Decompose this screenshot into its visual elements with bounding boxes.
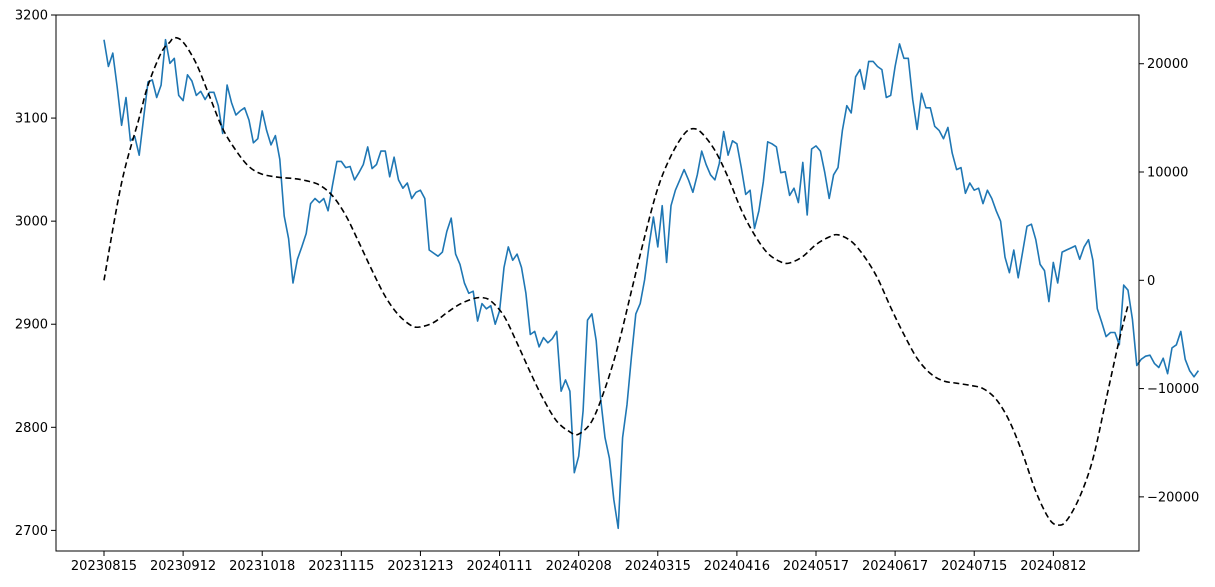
y-tick-label: 3100 [15, 112, 48, 127]
x-tick-label: 20240416 [704, 559, 770, 574]
y-axis-left: 2700 2800 2900 3000 3100 3200 [15, 9, 56, 539]
series-layer [103, 36, 1200, 530]
y2-tick-label: 20000 [1147, 57, 1188, 72]
plot-area [56, 15, 1139, 551]
plot-frame [55, 14, 1140, 552]
x-tick-label: 20231115 [308, 559, 374, 574]
x-tick-label: 20240617 [862, 559, 928, 574]
y-axis-right: −20000 −10000 0 10000 20000 [1139, 57, 1199, 505]
series-line-right-axis [103, 36, 1129, 526]
x-tick-label: 20240715 [941, 559, 1007, 574]
y2-tick-label: 0 [1147, 274, 1155, 289]
x-axis: 20230815 20230912 20231018 20231115 20231213… [71, 551, 1086, 574]
x-tick-label: 20230912 [150, 559, 216, 574]
x-tick-label: 20231018 [229, 559, 295, 574]
y2-tick-label: 10000 [1147, 166, 1188, 181]
y-tick-label: 2900 [15, 318, 48, 333]
x-tick-label: 20240812 [1020, 559, 1086, 574]
y2-tick-label: −10000 [1147, 382, 1199, 397]
x-tick-label: 20230815 [71, 559, 137, 574]
y-tick-label: 2700 [15, 524, 48, 539]
y-tick-label: 3200 [15, 9, 48, 24]
x-tick-label: 20240208 [546, 559, 612, 574]
x-tick-label: 20240315 [625, 559, 691, 574]
y2-tick-label: −20000 [1147, 490, 1199, 505]
y-tick-label: 3000 [15, 215, 48, 230]
series-line-left-axis [103, 38, 1200, 530]
y-tick-label: 2800 [15, 421, 48, 436]
x-tick-label: 20240517 [783, 559, 849, 574]
x-tick-label: 20231213 [387, 559, 453, 574]
x-tick-label: 20240111 [466, 559, 532, 574]
